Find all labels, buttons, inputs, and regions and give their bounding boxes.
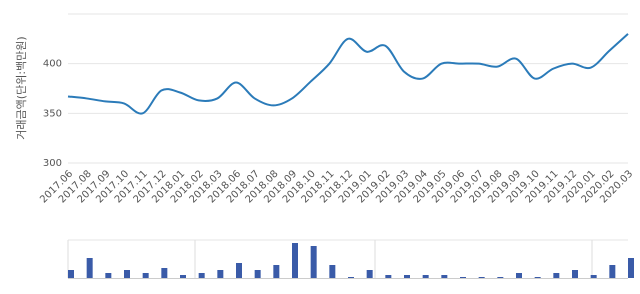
volume-bar xyxy=(310,246,317,278)
y-tick-label: 300 xyxy=(43,158,62,169)
volume-bar xyxy=(366,270,373,278)
volume-bar xyxy=(628,258,634,278)
volume-bar xyxy=(124,270,130,278)
volume-bar xyxy=(516,273,522,278)
volume-bar xyxy=(385,275,392,278)
volume-bar xyxy=(422,275,429,278)
volume-bar xyxy=(497,277,504,278)
volume-bar xyxy=(142,273,149,278)
volume-bar xyxy=(161,268,168,278)
volume-bar xyxy=(254,270,261,278)
volume-bar xyxy=(460,277,466,278)
volume-bar xyxy=(198,273,205,278)
volume-bar xyxy=(86,258,93,278)
volume-bar xyxy=(348,277,354,278)
y-axis-label: 거래금액(단위:백만원) xyxy=(15,36,28,139)
volume-bar xyxy=(68,270,74,278)
volume-bar xyxy=(180,275,186,278)
volume-bar xyxy=(553,273,560,278)
volume-bar xyxy=(329,265,336,278)
volume-bar xyxy=(105,273,112,278)
price-line xyxy=(67,33,629,115)
volume-bar xyxy=(478,277,485,278)
volume-bar xyxy=(217,270,224,278)
volume-bar xyxy=(609,265,616,278)
y-tick-label: 350 xyxy=(43,108,62,119)
volume-bar xyxy=(441,275,448,278)
y-tick-label: 400 xyxy=(43,59,62,70)
volume-bar xyxy=(292,243,298,278)
volume-bar xyxy=(590,275,597,278)
volume-bar xyxy=(534,277,541,278)
volume-bar xyxy=(404,275,410,278)
volume-bar xyxy=(572,270,578,278)
volume-bar xyxy=(273,265,280,278)
volume-bar xyxy=(236,263,242,278)
